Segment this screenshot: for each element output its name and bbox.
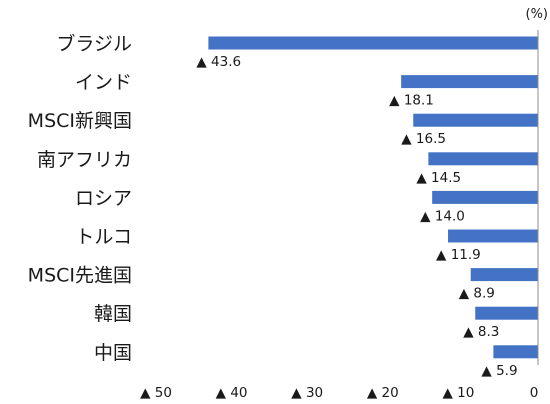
category-label: インド [75, 72, 132, 94]
data-label: ▲ 18.1 [389, 93, 434, 109]
category-label: ブラジル [56, 32, 132, 55]
bar [428, 152, 538, 166]
x-tick-label: ▲ 50 [140, 385, 172, 401]
data-label: ▲ 8.3 [463, 324, 499, 340]
category-label: MSCI先進国 [28, 265, 132, 287]
category-label: 南アフリカ [37, 149, 132, 171]
data-label: ▲ 43.6 [196, 54, 241, 70]
data-label: ▲ 11.9 [436, 247, 481, 263]
category-label: 韓国 [94, 303, 132, 325]
data-label: ▲ 14.5 [416, 170, 461, 186]
category-label: ロシア [75, 187, 132, 209]
bar [470, 268, 538, 282]
data-label: ▲ 5.9 [481, 363, 517, 379]
x-axis: ▲ 50 ▲ 40 ▲ 30 ▲ 20 ▲ 10 0 [140, 30, 539, 401]
bar [448, 229, 538, 243]
bar [475, 306, 538, 320]
data-label: ▲ 14.0 [420, 208, 465, 224]
category-label: 中国 [94, 342, 132, 364]
bar [493, 345, 538, 359]
bar [413, 113, 538, 127]
data-label: ▲ 16.5 [401, 131, 446, 147]
category-label: MSCI新興国 [28, 110, 132, 132]
x-tick-label: ▲ 30 [291, 385, 323, 401]
bar [401, 75, 538, 89]
category-label: トルコ [75, 226, 132, 248]
bar [208, 36, 538, 50]
unit-label: (%) [526, 7, 549, 22]
bar [432, 190, 538, 204]
x-tick-label: ▲ 10 [442, 385, 474, 401]
data-label: ▲ 8.9 [459, 286, 495, 302]
bars-group: ブラジル ▲ 43.6 インド ▲ 18.1 MSCI新興国 ▲ 16.5 南アフリカ ▲ 1… [28, 32, 538, 379]
x-tick-label: 0 [530, 385, 539, 401]
x-tick-label: ▲ 40 [216, 385, 248, 401]
x-tick-label: ▲ 20 [367, 385, 399, 401]
